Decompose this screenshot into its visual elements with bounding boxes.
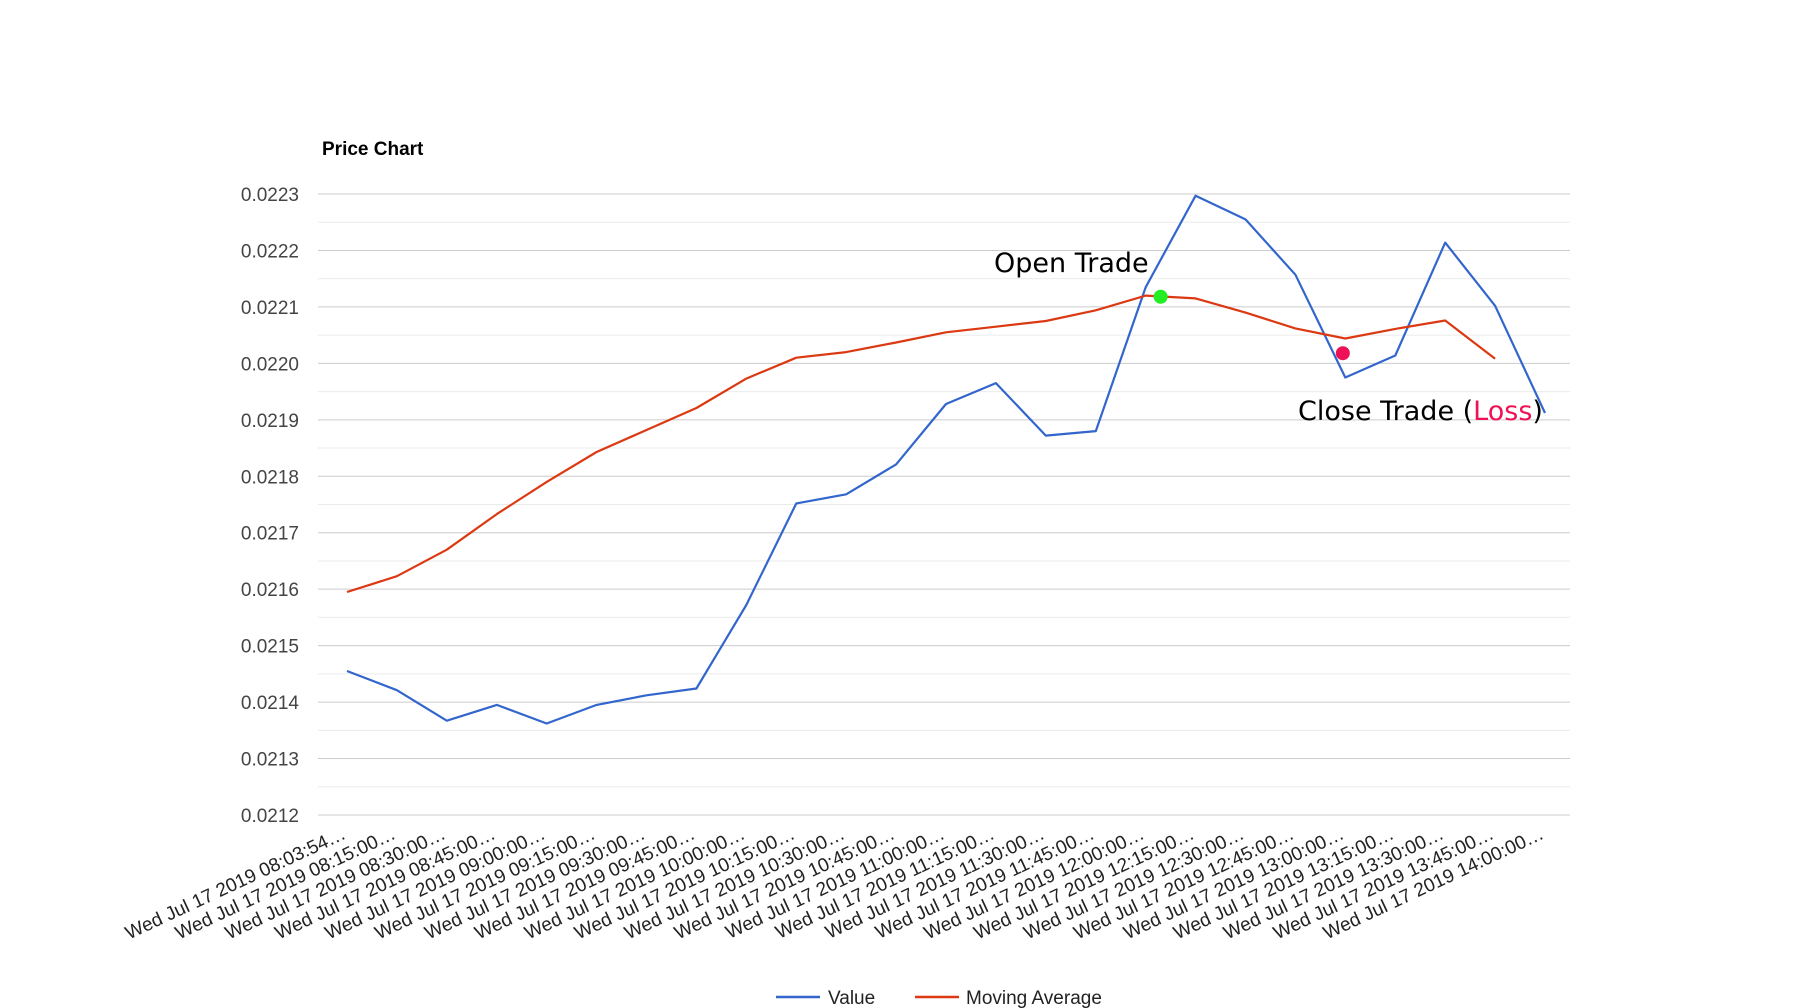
y-tick-label: 0.0219	[241, 411, 299, 432]
y-tick-label: 0.0221	[241, 298, 299, 319]
y-tick-label: 0.0222	[241, 241, 299, 262]
open-trade-label: Open Trade	[994, 248, 1149, 279]
open-trade-marker	[1153, 289, 1168, 304]
close-trade-label-suffix: )	[1532, 396, 1543, 427]
y-tick-label: 0.0214	[241, 693, 300, 714]
close-trade-label-prefix: Close Trade (	[1298, 396, 1473, 427]
x-axis-ticks: Wed Jul 17 2019 08:03:54…Wed Jul 17 2019…	[122, 823, 1547, 944]
y-tick-label: 0.0223	[241, 185, 299, 206]
close-trade-marker	[1335, 346, 1350, 361]
close-trade-label: Close Trade (Loss)	[1298, 396, 1543, 427]
y-axis-ticks: 0.0223 0.0222 0.0221 0.0220 0.0219 0.0218 0.02…	[241, 185, 300, 827]
y-tick-label: 0.0213	[241, 750, 299, 771]
y-tick-label: 0.0212	[241, 806, 299, 827]
series-line-value	[346, 194, 1546, 725]
trade-markers	[1153, 289, 1350, 361]
close-trade-label-loss: Loss	[1473, 396, 1532, 427]
legend: Value Moving Average	[776, 988, 1102, 1008]
y-tick-label: 0.0217	[241, 524, 299, 545]
series-lines	[346, 194, 1546, 725]
y-tick-label: 0.0218	[241, 467, 299, 488]
gridlines	[318, 193, 1570, 816]
legend-label-moving-average: Moving Average	[966, 988, 1102, 1008]
y-tick-label: 0.0220	[241, 354, 299, 375]
chart-title: Price Chart	[322, 139, 424, 160]
y-tick-label: 0.0216	[241, 580, 299, 601]
legend-label-value: Value	[828, 988, 875, 1008]
series-line-moving-average	[346, 294, 1496, 594]
y-tick-label: 0.0215	[241, 637, 299, 658]
